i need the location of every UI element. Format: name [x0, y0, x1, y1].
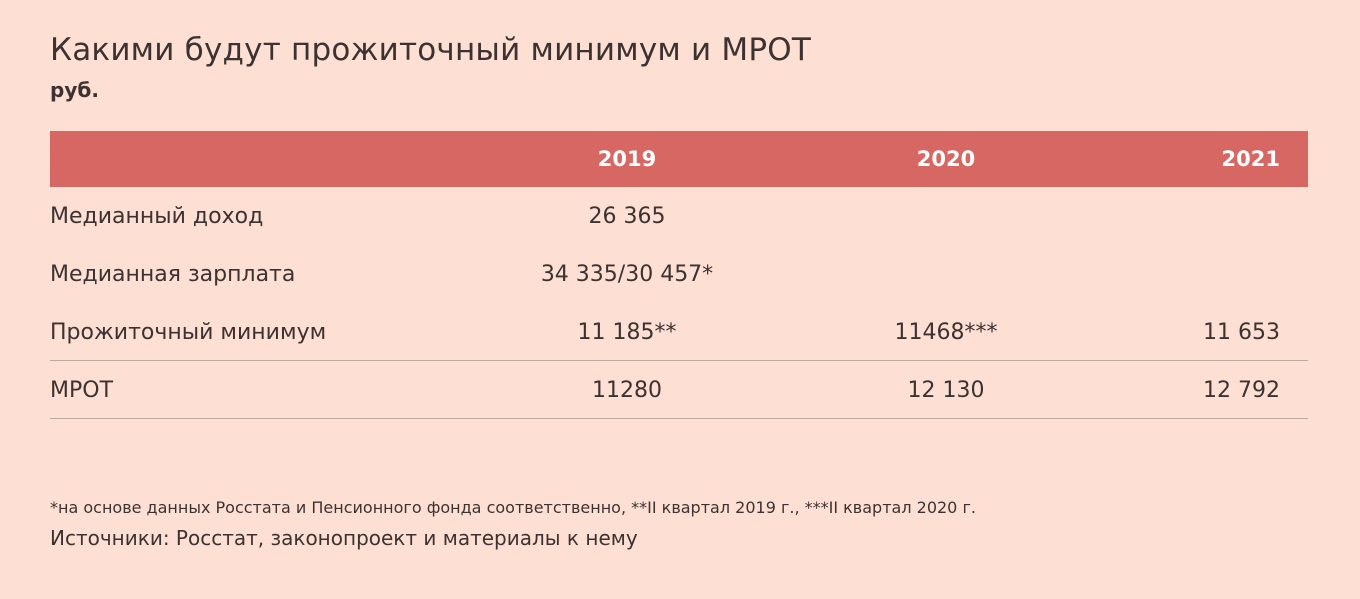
cell-value: 26 365 [588, 204, 666, 229]
footnote: *на основе данных Росстата и Пенсионного… [50, 498, 976, 517]
data-table: 2019 2020 2021 Медианный доход 26 365 Ме… [50, 131, 1308, 419]
cell-value: 11280 [592, 378, 662, 403]
table-row: Медианный доход 26 365 [50, 187, 1308, 245]
column-header-2021: 2021 [1221, 147, 1280, 171]
table-header-row: 2019 2020 2021 [50, 131, 1308, 187]
chart-subtitle: руб. [50, 78, 99, 102]
table-row: Медианная зарплата 34 335/30 457* [50, 245, 1308, 303]
column-header-2019-label: 2019 [597, 147, 657, 171]
row-label: Прожиточный минимум [50, 320, 327, 345]
table-row: Прожиточный минимум 11 185** 11468*** 11… [50, 303, 1308, 361]
chart-title: Какими будут прожиточный минимум и МРОТ [50, 32, 811, 68]
cell-value: 11468*** [894, 320, 998, 345]
row-label: МРОТ [50, 378, 114, 403]
column-header-2020-label: 2020 [916, 147, 976, 171]
table-cell: 12 792 [1203, 378, 1280, 403]
row-label: Медианный доход [50, 204, 264, 229]
cell-value: 12 130 [907, 378, 985, 403]
table-row: МРОТ 11280 12 130 12 792 [50, 361, 1308, 419]
cell-value: 11 185** [577, 320, 677, 345]
row-label: Медианная зарплата [50, 262, 296, 287]
sources-note: Источники: Росстат, законопроект и матер… [50, 526, 638, 550]
table-cell: 11 653 [1203, 320, 1280, 345]
cell-value: 34 335/30 457* [540, 262, 714, 287]
